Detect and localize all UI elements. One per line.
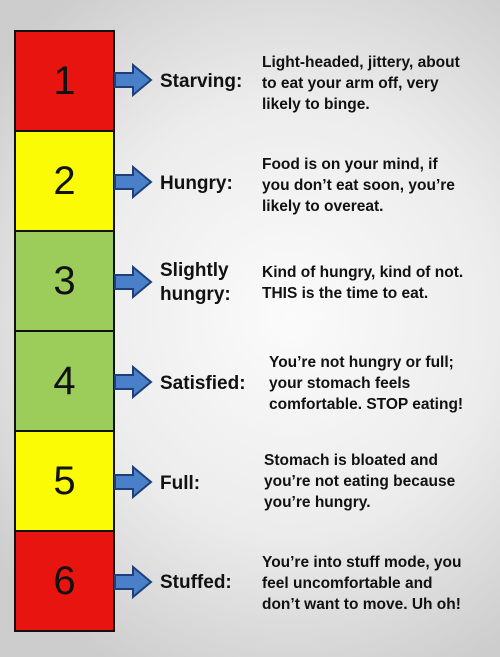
- arrow-right-icon: [114, 465, 153, 499]
- level-1-box: 1: [16, 32, 113, 132]
- level-1-label: Starving:: [160, 71, 243, 92]
- level-4-description: You’re not hungry or full; your stomach …: [269, 353, 464, 413]
- arrow-right-icon: [114, 565, 153, 599]
- hunger-scale: 1 2 3 4 5 6: [14, 30, 115, 632]
- level-4-label: Satisfied:: [160, 373, 246, 394]
- level-5-label: Full:: [160, 473, 201, 494]
- arrow-right-icon: [114, 165, 153, 199]
- level-5-description: Stomach is bloated and you’re not eating…: [264, 451, 456, 511]
- level-3-label: Slightly hungry:: [160, 260, 231, 305]
- level-6-label: Stuffed:: [160, 572, 232, 593]
- arrow-right-icon: [114, 63, 153, 97]
- arrow-right-icon: [114, 265, 153, 299]
- arrow-right-icon: [114, 365, 153, 399]
- level-3-box: 3: [16, 232, 113, 332]
- level-6-description: You’re into stuff mode, you feel uncomfo…: [262, 553, 462, 613]
- level-5-box: 5: [16, 432, 113, 532]
- level-2-box: 2: [16, 132, 113, 232]
- level-4-box: 4: [16, 332, 113, 432]
- level-3-description: Kind of hungry, kind of not. THIS is the…: [262, 264, 464, 302]
- level-2-label: Hungry:: [160, 173, 233, 194]
- level-1-description: Light-headed, jittery, about to eat your…: [262, 53, 460, 113]
- level-2-description: Food is on your mind, if you don’t eat s…: [262, 155, 455, 215]
- level-6-box: 6: [16, 532, 113, 630]
